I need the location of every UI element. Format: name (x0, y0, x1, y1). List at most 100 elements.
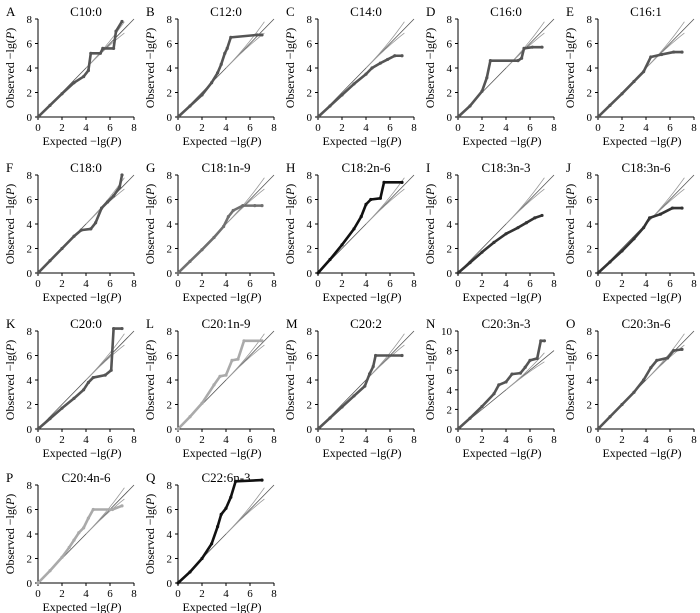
data-point (658, 212, 663, 216)
panel-letter: Q (146, 470, 156, 485)
data-point (216, 525, 220, 529)
y-axis-label-prefix: Observed −lg( (563, 351, 577, 420)
data-point (370, 66, 374, 70)
y-tick-label: 4 (587, 219, 593, 231)
y-tick-label: 6 (307, 195, 313, 207)
data-point (542, 339, 547, 343)
x-axis-label: Expected −lg(P) (602, 290, 681, 304)
x-tick-label: 6 (247, 122, 253, 134)
y-axis-label-prefix: Observed −lg( (143, 195, 157, 264)
y-axis-label: Observed −lg(P) (283, 28, 297, 108)
data-point (386, 57, 390, 62)
data-point (82, 74, 86, 79)
y-tick-label: 0 (307, 112, 313, 124)
data-point (504, 380, 508, 384)
data-point (36, 427, 40, 431)
panel-title: C10:0 (70, 4, 102, 19)
y-axis-label-close: ) (3, 184, 17, 188)
data-point (91, 507, 95, 512)
y-tick-label: 8 (447, 14, 453, 26)
y-axis-label-p: P (3, 343, 17, 352)
y-axis-label-prefix: Observed −lg( (3, 505, 17, 574)
x-axis-label: Expected −lg(P) (462, 134, 541, 148)
data-point (642, 70, 646, 74)
data-point (596, 271, 600, 275)
confidence-band-lower (85, 32, 125, 69)
y-tick-label: 4 (587, 375, 593, 387)
y-tick-label: 2 (447, 244, 453, 256)
x-axis-label: Expected −lg(P) (602, 446, 681, 460)
y-tick-label: 6 (27, 505, 33, 517)
y-tick-label: 4 (447, 219, 453, 231)
x-tick-label: 0 (175, 588, 181, 600)
y-axis-label-close: ) (563, 184, 577, 188)
y-axis-label: Observed −lg(P) (423, 340, 437, 420)
x-axis-label-close: ) (258, 600, 262, 613)
data-point (242, 339, 246, 343)
data-point (632, 79, 636, 84)
y-tick-label: 0 (27, 112, 33, 124)
confidence-band-lower (365, 344, 405, 381)
data-point (114, 29, 118, 33)
data-point (608, 103, 612, 107)
x-tick-label: 4 (643, 434, 649, 446)
panel-letter: H (286, 160, 295, 175)
x-tick-label: 0 (315, 434, 321, 446)
x-tick-label: 8 (691, 434, 697, 446)
y-axis-label-close: ) (283, 340, 297, 344)
x-axis-label-close: ) (398, 134, 402, 148)
y-axis-label-close: ) (563, 28, 577, 32)
data-point (456, 271, 460, 275)
y-axis-label-p: P (423, 187, 437, 196)
y-axis-label-p: P (3, 497, 17, 506)
y-tick-label: 0 (167, 112, 173, 124)
y-tick-label: 0 (167, 424, 173, 436)
x-tick-label: 0 (35, 278, 41, 290)
data-point (680, 347, 684, 351)
y-tick-label: 6 (447, 365, 453, 377)
data-point (109, 368, 113, 372)
y-tick-label: 4 (447, 385, 453, 397)
y-tick-label: 6 (587, 39, 593, 51)
x-axis-label-prefix: Expected −lg( (322, 446, 390, 460)
data-point (520, 56, 524, 60)
y-axis-label: Observed −lg(P) (283, 184, 297, 264)
panel-title: C20:0 (70, 316, 102, 331)
x-axis-label-close: ) (538, 290, 542, 304)
y-tick-label: 0 (447, 268, 453, 280)
x-axis-label: Expected −lg(P) (462, 446, 541, 460)
y-tick-label: 2 (27, 400, 33, 412)
panel-title: C22:6n-3 (201, 470, 250, 485)
panel-letter: F (6, 160, 13, 175)
data-point (540, 45, 544, 49)
x-tick-label: 2 (199, 588, 205, 600)
x-axis-label-close: ) (118, 600, 122, 613)
observed-series (456, 214, 544, 275)
y-axis-label-p: P (563, 343, 577, 352)
data-point (485, 76, 489, 80)
y-axis-label-close: ) (3, 340, 17, 344)
y-tick-label: 2 (167, 400, 173, 412)
y-axis-label: Observed −lg(P) (3, 28, 17, 108)
data-point (72, 396, 76, 400)
data-point (533, 216, 537, 220)
x-tick-label: 4 (223, 588, 229, 600)
x-tick-label: 8 (691, 122, 697, 134)
x-axis-label-prefix: Expected −lg( (462, 290, 530, 304)
y-axis-label-close: ) (3, 494, 17, 498)
x-axis-label: Expected −lg(P) (182, 290, 261, 304)
data-point (504, 232, 508, 236)
data-point (91, 375, 95, 380)
y-tick-label: 2 (587, 244, 593, 256)
x-tick-label: 4 (363, 278, 369, 290)
x-tick-label: 6 (107, 122, 113, 134)
data-point (260, 478, 264, 482)
data-point (255, 33, 259, 37)
data-point (540, 213, 544, 218)
x-tick-label: 6 (667, 122, 673, 134)
panel-title: C16:0 (490, 4, 522, 19)
y-axis-label-prefix: Observed −lg( (143, 39, 157, 108)
data-point (516, 226, 520, 230)
